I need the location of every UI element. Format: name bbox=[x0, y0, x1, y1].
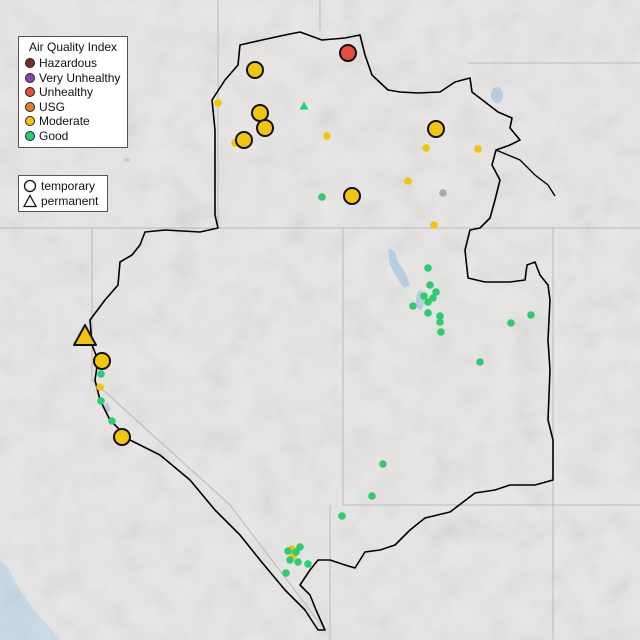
monitor-dot[interactable] bbox=[404, 177, 412, 185]
monitor-dot[interactable] bbox=[368, 492, 376, 500]
monitor-dot[interactable] bbox=[96, 383, 104, 391]
legend-label: Hazardous bbox=[39, 56, 98, 71]
monitor-type-legend: temporary permanent bbox=[18, 175, 108, 212]
small-lake bbox=[124, 158, 130, 162]
legend-label: Moderate bbox=[39, 114, 90, 129]
monitor-dot[interactable] bbox=[296, 543, 304, 551]
usg-swatch-icon bbox=[25, 101, 35, 112]
temporary-monitor-marker[interactable] bbox=[339, 44, 357, 62]
good-swatch-icon bbox=[25, 130, 35, 141]
legend-label: permanent bbox=[41, 193, 99, 208]
monitor-dot[interactable] bbox=[318, 193, 326, 201]
monitor-dot[interactable] bbox=[474, 145, 482, 153]
monitor-dot[interactable] bbox=[97, 397, 105, 405]
temporary-monitor-marker[interactable] bbox=[113, 428, 131, 446]
temporary-monitor-marker[interactable] bbox=[93, 352, 111, 370]
legend-label: USG bbox=[39, 99, 66, 114]
monitor-dot[interactable] bbox=[436, 318, 444, 326]
great-salt-lake bbox=[388, 248, 410, 288]
legend-item-unhealthy: Unhealthy bbox=[25, 85, 121, 100]
monitor-dot[interactable] bbox=[379, 460, 387, 468]
legend-item-hazardous: Hazardous bbox=[25, 56, 121, 71]
temporary-monitor-marker[interactable] bbox=[427, 120, 445, 138]
legend-item-usg: USG bbox=[25, 100, 121, 115]
monitor-dot[interactable] bbox=[429, 294, 437, 302]
legend-item-very-unhealthy: Very Unhealthy bbox=[25, 71, 121, 86]
aqi-legend-title: Air Quality Index bbox=[29, 40, 118, 54]
monitor-dot[interactable] bbox=[424, 264, 432, 272]
monitor-dot[interactable] bbox=[476, 358, 484, 366]
very-unhealthy-swatch-icon bbox=[25, 72, 35, 83]
monitor-dot[interactable] bbox=[323, 132, 331, 140]
monitor-dot[interactable] bbox=[432, 288, 440, 296]
permanent-monitor-dot[interactable] bbox=[299, 101, 309, 110]
legend-label: Very Unhealthy bbox=[39, 70, 121, 85]
region-boundary-notch bbox=[495, 149, 556, 197]
monitor-dot[interactable] bbox=[437, 328, 445, 336]
legend-label: Unhealthy bbox=[39, 85, 94, 100]
monitor-dot[interactable] bbox=[304, 560, 312, 568]
monitor-dot[interactable] bbox=[424, 309, 432, 317]
monitor-dot[interactable] bbox=[420, 292, 428, 300]
monitor-dot[interactable] bbox=[439, 189, 447, 197]
monitor-dot[interactable] bbox=[284, 547, 292, 555]
triangle-icon bbox=[23, 193, 37, 207]
temporary-monitor-marker[interactable] bbox=[235, 131, 253, 149]
temporary-monitor-marker[interactable] bbox=[343, 187, 361, 205]
monitor-dot[interactable] bbox=[282, 569, 290, 577]
temporary-monitor-marker[interactable] bbox=[246, 61, 264, 79]
region-boundary bbox=[89, 31, 554, 631]
circle-icon bbox=[23, 180, 37, 193]
legend-label: Good bbox=[39, 128, 69, 143]
monitor-dot[interactable] bbox=[426, 281, 434, 289]
monitor-dot[interactable] bbox=[286, 556, 294, 564]
monitor-dot[interactable] bbox=[294, 558, 302, 566]
legend-item-temporary: temporary bbox=[23, 179, 103, 194]
aqi-legend: Air Quality Index Hazardous Very Unhealt… bbox=[18, 36, 128, 148]
temporary-monitor-marker[interactable] bbox=[251, 104, 269, 122]
monitor-dot[interactable] bbox=[436, 312, 444, 320]
legend-item-good: Good bbox=[25, 129, 121, 144]
moderate-swatch-icon bbox=[25, 116, 35, 127]
temporary-monitor-marker[interactable] bbox=[256, 119, 274, 137]
legend-item-moderate: Moderate bbox=[25, 114, 121, 129]
monitor-dot[interactable] bbox=[527, 311, 535, 319]
monitor-dot[interactable] bbox=[507, 319, 515, 327]
hazardous-swatch-icon bbox=[25, 58, 35, 69]
permanent-monitor-marker[interactable] bbox=[73, 324, 97, 346]
monitor-dot[interactable] bbox=[409, 302, 417, 310]
monitor-dot[interactable] bbox=[422, 144, 430, 152]
monitor-dot[interactable] bbox=[214, 99, 222, 107]
monitor-dot[interactable] bbox=[108, 417, 116, 425]
yellowstone-lake bbox=[491, 87, 503, 103]
monitor-dot[interactable] bbox=[97, 370, 105, 378]
monitor-markers bbox=[73, 44, 535, 577]
monitor-dot[interactable] bbox=[430, 221, 438, 229]
monitor-dot[interactable] bbox=[338, 512, 346, 520]
unhealthy-swatch-icon bbox=[25, 87, 35, 98]
legend-item-permanent: permanent bbox=[23, 194, 103, 209]
legend-label: temporary bbox=[41, 179, 96, 194]
